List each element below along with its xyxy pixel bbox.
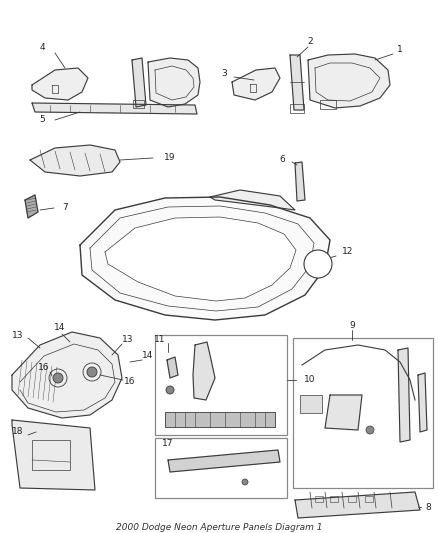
Bar	[32, 440, 70, 470]
Polygon shape	[132, 58, 146, 107]
Polygon shape	[80, 197, 330, 320]
Polygon shape	[418, 373, 427, 432]
Text: 16: 16	[124, 377, 136, 386]
Text: 12: 12	[343, 247, 354, 256]
Polygon shape	[210, 190, 295, 210]
Circle shape	[304, 250, 332, 278]
Polygon shape	[25, 195, 38, 218]
Text: 17: 17	[162, 439, 174, 448]
Circle shape	[53, 373, 63, 383]
Bar	[155, 335, 287, 435]
Text: 10: 10	[304, 376, 316, 384]
Text: 13: 13	[122, 335, 134, 344]
Circle shape	[242, 479, 248, 485]
Text: 2000 Dodge Neon Aperture Panels Diagram 1: 2000 Dodge Neon Aperture Panels Diagram …	[116, 522, 322, 531]
Circle shape	[166, 386, 174, 394]
Bar	[320, 100, 336, 109]
Polygon shape	[12, 420, 95, 490]
Circle shape	[87, 367, 97, 377]
Text: 14: 14	[142, 351, 154, 359]
Polygon shape	[32, 68, 88, 100]
Text: 5: 5	[39, 116, 45, 125]
Polygon shape	[308, 54, 390, 108]
Text: 11: 11	[154, 335, 166, 344]
Text: 2: 2	[307, 37, 313, 46]
Circle shape	[366, 426, 374, 434]
Bar	[315, 496, 323, 502]
Text: 3: 3	[221, 69, 227, 78]
Text: 16: 16	[38, 362, 50, 372]
Text: 7: 7	[62, 204, 68, 213]
Bar	[310, 257, 326, 271]
Text: 18: 18	[12, 427, 24, 437]
Polygon shape	[168, 450, 280, 472]
Text: 1: 1	[397, 45, 403, 54]
Polygon shape	[12, 332, 122, 418]
Bar	[365, 496, 373, 502]
Bar	[300, 395, 322, 413]
Text: 9: 9	[349, 320, 355, 329]
Polygon shape	[232, 68, 280, 100]
Bar	[290, 104, 304, 113]
Text: 4: 4	[39, 44, 45, 52]
Polygon shape	[290, 55, 304, 110]
Bar	[293, 338, 433, 488]
Polygon shape	[295, 162, 305, 201]
Text: 6: 6	[279, 156, 285, 165]
Polygon shape	[167, 357, 178, 378]
Bar	[133, 100, 144, 108]
Text: 14: 14	[54, 324, 66, 333]
Bar	[165, 412, 275, 427]
Bar	[155, 438, 287, 498]
Bar	[348, 496, 356, 502]
Polygon shape	[193, 342, 215, 400]
Polygon shape	[32, 103, 197, 114]
Text: 19: 19	[164, 154, 176, 163]
Text: 13: 13	[12, 330, 24, 340]
Polygon shape	[398, 348, 410, 442]
Text: 8: 8	[425, 503, 431, 512]
Polygon shape	[325, 395, 362, 430]
Polygon shape	[148, 58, 200, 107]
Bar	[330, 496, 338, 502]
Polygon shape	[105, 217, 296, 301]
Polygon shape	[30, 145, 120, 176]
Polygon shape	[295, 492, 420, 518]
